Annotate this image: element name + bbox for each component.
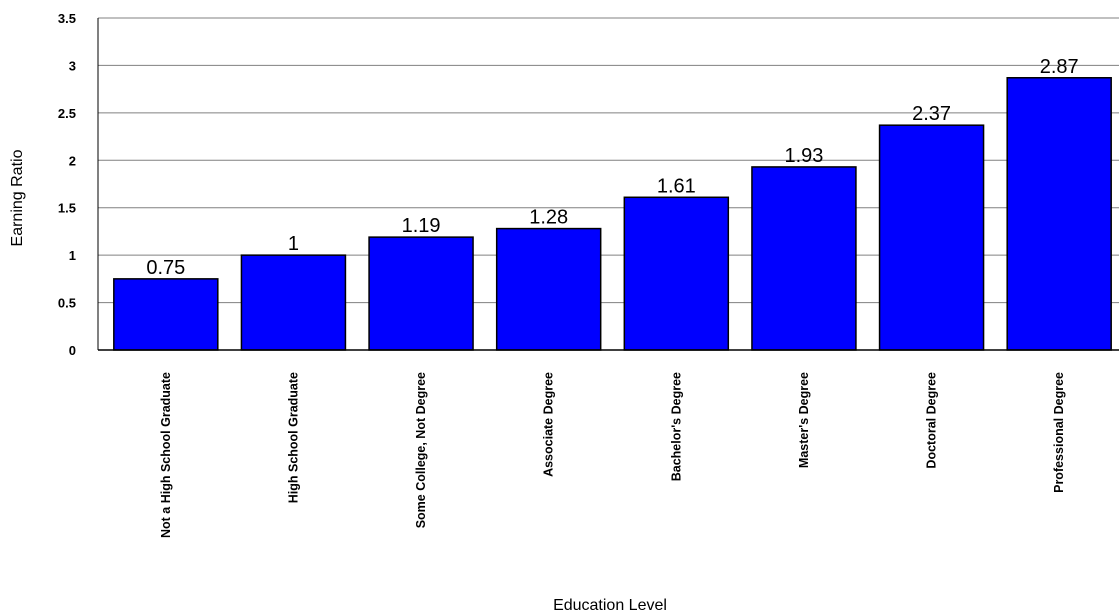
y-tick-label: 3 [69, 58, 76, 73]
category-label: Master's Degree [797, 372, 811, 468]
value-label: 0.75 [146, 257, 185, 279]
category-label: Not a High School Graduate [159, 372, 173, 538]
category-label: Some College, Not Degree [414, 372, 428, 528]
value-label: 1.93 [784, 145, 823, 167]
y-tick-label: 0 [69, 343, 76, 358]
value-label: 1.19 [402, 215, 441, 237]
y-tick-label: 1.5 [58, 201, 76, 216]
axes [97, 18, 1119, 351]
category-label: Professional Degree [1052, 372, 1066, 493]
value-label: 1.28 [529, 207, 568, 229]
y-axis-title: Earning Ratio [9, 149, 26, 246]
bar [240, 254, 347, 351]
value-label: 2.37 [912, 103, 951, 125]
bar [751, 166, 857, 351]
bars [113, 77, 1112, 351]
y-tick-label: 1 [69, 248, 76, 263]
bar [495, 227, 602, 351]
bar [878, 124, 985, 351]
y-tick-label: 2.5 [58, 106, 76, 121]
category-label: High School Graduate [286, 372, 300, 503]
value-label: 1.61 [657, 175, 696, 197]
category-labels: Not a High School Graduate High School Gr… [159, 372, 1066, 538]
bar [623, 196, 730, 351]
bar [1006, 77, 1112, 351]
y-tick-label: 2 [69, 153, 76, 168]
category-label: Associate Degree [542, 372, 556, 477]
category-label: Doctoral Degree [925, 372, 939, 469]
value-label: 2.87 [1040, 56, 1079, 78]
y-tick-label: 0.5 [58, 296, 76, 311]
x-axis-title: Education Level [553, 597, 667, 614]
bar [368, 236, 474, 351]
y-tick-labels: 0 0.5 1 1.5 2 2.5 3 3.5 [58, 11, 76, 358]
bar [113, 278, 219, 351]
value-labels: 0.75 1 1.19 1.28 1.61 1.93 2.37 2.87 [146, 56, 1078, 279]
value-label: 1 [288, 233, 299, 255]
y-tick-label: 3.5 [58, 11, 76, 26]
category-label: Bachelor's Degree [669, 372, 683, 481]
